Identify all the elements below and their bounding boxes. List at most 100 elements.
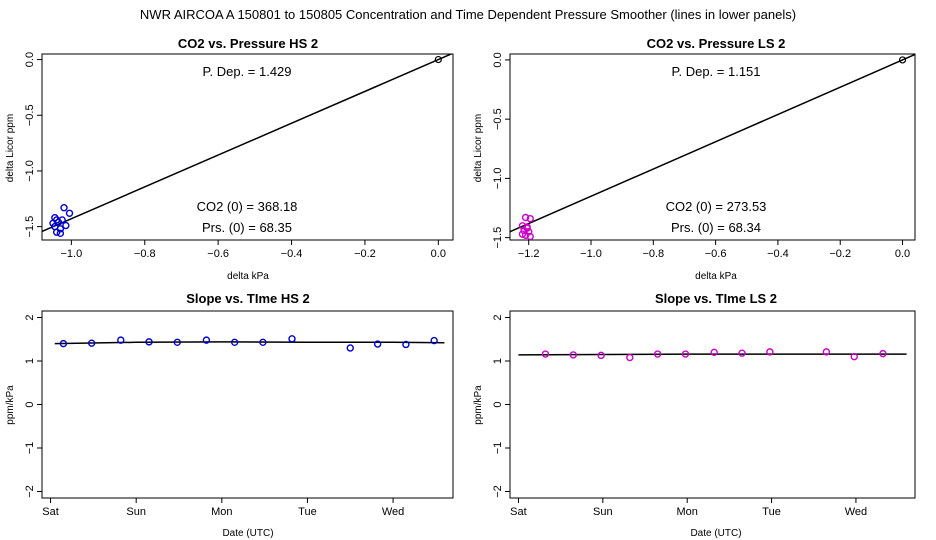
y-tick-label: −1: [24, 442, 36, 455]
y-tick-label: −0.5: [24, 104, 36, 126]
data-point: [597, 351, 605, 360]
x-tick-label: −0.4: [281, 248, 303, 260]
data-point: [288, 335, 296, 343]
data-point: [58, 216, 66, 224]
y-tick-label: 1: [24, 358, 36, 364]
y-tick-label: −1: [492, 442, 504, 455]
co2-zero-annotation: CO2 (0) = 273.53: [666, 199, 767, 214]
x-axis: −1.2 −1.0 −0.8 −0.6 −0.4 −0.2 0.0: [518, 240, 910, 260]
data-point: [523, 224, 531, 232]
data-point: [681, 350, 690, 358]
x-tick-label: Sun: [126, 506, 146, 518]
fit-line: [42, 54, 453, 233]
y-tick-label: −2: [492, 485, 504, 498]
x-tick-label: Mon: [211, 506, 232, 518]
y-axis-label: delta Licor ppm: [473, 114, 484, 182]
x-tick-label: −0.2: [829, 248, 851, 260]
data-point: [346, 344, 354, 352]
pressure-zero-annotation: Prs. (0) = 68.34: [671, 220, 761, 235]
data-point: [541, 350, 550, 358]
x-tick-label: Sat: [42, 506, 59, 518]
data-point: [626, 353, 634, 362]
data-point: [145, 338, 153, 346]
data-point: [59, 339, 68, 348]
data-point: [373, 340, 382, 348]
smoother-line: [54, 341, 445, 345]
y-tick-label: 2: [492, 314, 504, 320]
y-tick-label: −1.0: [24, 160, 36, 182]
data-point: [51, 214, 59, 222]
panel-hs-scatter: CO2 vs. Pressure HS 2 delta kPa delta Li…: [5, 36, 454, 282]
data-points: [518, 213, 534, 241]
fit-line: [510, 54, 915, 233]
data-point: [87, 339, 96, 347]
main-title: NWR AIRCOA A 150801 to 150805 Concentrat…: [140, 7, 796, 22]
y-axis-label: ppm/kPa: [5, 385, 16, 425]
pressure-zero-annotation: Prs. (0) = 68.35: [202, 220, 292, 235]
data-point: [526, 214, 534, 223]
x-tick-label: −0.6: [705, 248, 727, 260]
x-tick-label: Wed: [845, 506, 867, 518]
x-tick-label: Mon: [676, 506, 697, 518]
y-tick-label: −1.5: [492, 227, 504, 249]
panel-title: Slope vs. TIme LS 2: [655, 291, 777, 306]
panel-title: CO2 vs. Pressure LS 2: [647, 36, 786, 51]
data-point: [56, 229, 65, 238]
x-axis: Sat Sun Mon Tue Wed: [510, 498, 867, 518]
x-axis-label: Date (UTC): [690, 528, 741, 539]
y-axis: 0.0 −0.5 −1.0 −1.5: [492, 52, 510, 248]
panel-title: CO2 vs. Pressure HS 2: [178, 36, 318, 51]
data-point: [653, 350, 662, 358]
data-point: [62, 221, 70, 230]
x-tick-label: 0.0: [431, 248, 446, 260]
y-tick-label: −1.0: [492, 168, 504, 190]
x-tick-label: 0.0: [895, 248, 910, 260]
x-axis-label: Date (UTC): [222, 528, 273, 539]
x-tick-label: Sat: [510, 506, 527, 518]
y-axis-label: ppm/kPa: [473, 385, 484, 425]
y-tick-label: −2: [24, 485, 36, 498]
smoother-line: [518, 353, 907, 356]
plot-frame: [509, 53, 916, 241]
data-point: [117, 336, 125, 344]
y-tick-label: 0: [24, 401, 36, 407]
x-axis: −1.0 −0.8 −0.6 −0.4 −0.2 0.0: [60, 240, 446, 260]
panel-title: Slope vs. TIme HS 2: [186, 291, 310, 306]
data-points: [541, 348, 887, 362]
x-tick-label: −0.8: [642, 248, 664, 260]
data-point: [173, 338, 181, 347]
plot-frame: [509, 310, 916, 499]
panel-ls-scatter: CO2 vs. Pressure LS 2 delta kPa delta Li…: [473, 36, 916, 282]
data-point: [202, 336, 211, 344]
y-tick-label: −1.5: [24, 216, 36, 238]
data-point: [60, 204, 68, 212]
data-point: [822, 348, 831, 356]
data-points: [49, 204, 74, 238]
origin-point: [434, 55, 442, 64]
data-point: [521, 213, 530, 222]
y-tick-label: 1: [492, 358, 504, 364]
y-tick-label: 0.0: [492, 52, 504, 67]
data-point: [52, 228, 61, 236]
x-axis-label: delta kPa: [227, 271, 269, 282]
y-tick-label: −0.5: [492, 108, 504, 130]
data-point: [259, 338, 267, 347]
x-tick-label: −0.8: [134, 248, 156, 260]
panel-ls-slope-time: Slope vs. TIme LS 2 Date (UTC) ppm/kPa S…: [473, 291, 916, 539]
data-point: [526, 232, 534, 241]
y-tick-label: 0: [492, 401, 504, 407]
x-tick-label: Tue: [762, 506, 781, 518]
x-tick-label: −1.0: [60, 248, 82, 260]
x-tick-label: −0.4: [767, 248, 789, 260]
plot-frame: [41, 53, 454, 241]
y-tick-label: 2: [24, 314, 36, 320]
origin-point: [898, 56, 907, 64]
data-points: [59, 335, 438, 352]
x-tick-label: −1.2: [518, 248, 540, 260]
data-point: [430, 336, 438, 345]
x-tick-label: −0.2: [354, 248, 376, 260]
x-tick-label: Sun: [593, 506, 613, 518]
y-axis: 2 1 0 −1 −2: [24, 314, 42, 498]
data-point: [738, 349, 746, 357]
